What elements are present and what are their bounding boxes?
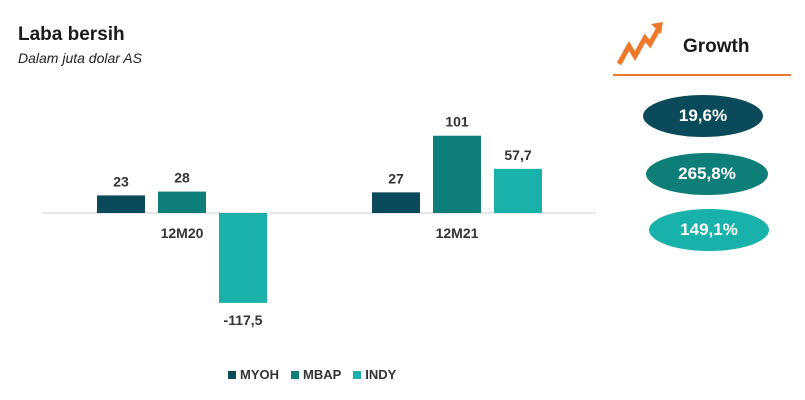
growth-pill-indy: 149,1% [649, 209, 769, 251]
data-label-mbap-12m20: 28 [174, 170, 190, 186]
chart-subtitle: Dalam juta dolar AS [18, 50, 142, 66]
legend-label-indy: INDY [365, 367, 397, 382]
bar-myoh-12m21 [372, 192, 420, 213]
bar-myoh-12m20 [97, 195, 145, 213]
legend-label-myoh: MYOH [240, 367, 279, 382]
growth-pill-myoh: 19,6% [643, 95, 763, 137]
legend: MYOH MBAP INDY [228, 367, 396, 382]
data-label-indy-12m20: -117,5 [224, 312, 263, 328]
legend-swatch-indy [353, 370, 362, 379]
growth-arrow-icon [616, 22, 663, 66]
data-label-myoh-12m20: 23 [113, 173, 129, 189]
legend-label-mbap: MBAP [303, 367, 342, 382]
legend-item-mbap: MBAP [291, 367, 341, 382]
legend-swatch-mbap [291, 370, 299, 379]
legend-item-myoh: MYOH [228, 367, 279, 382]
bar-indy-12m20 [219, 213, 267, 303]
data-label-mbap-12m21: 101 [445, 114, 469, 130]
chart-title: Laba bersih [18, 24, 125, 45]
bars-group: 23 28 -117,5 12M20 27 101 57,7 12M21 [97, 114, 542, 328]
growth-pill-mbap: 265,8% [646, 153, 768, 195]
growth-title: Growth [683, 36, 750, 57]
bar-mbap-12m20 [158, 191, 206, 213]
data-label-myoh-12m21: 27 [388, 170, 404, 186]
category-label-12m21: 12M21 [436, 225, 479, 241]
legend-item-indy: INDY [353, 367, 396, 382]
category-label-12m20: 12M20 [161, 225, 204, 241]
bar-mbap-12m21 [433, 135, 481, 213]
data-label-indy-12m21: 57,7 [504, 147, 531, 163]
growth-header: Growth [613, 18, 791, 76]
legend-swatch-myoh [228, 370, 236, 379]
bar-indy-12m21 [494, 168, 542, 213]
